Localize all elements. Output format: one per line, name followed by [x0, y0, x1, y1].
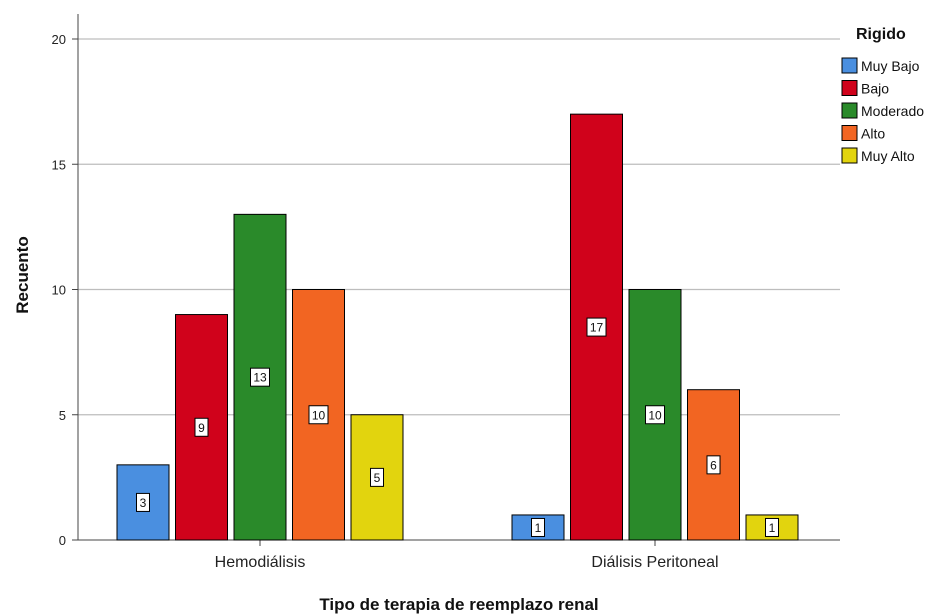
- data-label: 1: [769, 521, 776, 535]
- data-label-box: [370, 467, 384, 487]
- data-label-box: [765, 517, 779, 537]
- x-axis-title: Tipo de terapia de reemplazo renal: [319, 595, 598, 614]
- data-label-box: [308, 405, 329, 425]
- legend: Rigido Muy Bajo Bajo Moderado Alto Muy Alto: [841, 26, 924, 164]
- x-tick-label-dialisis-peritoneal: Diálisis Peritoneal: [591, 554, 718, 571]
- data-label-box: [645, 405, 665, 425]
- data-label-box: [586, 317, 607, 337]
- legend-swatch: [841, 80, 858, 96]
- data-label: 3: [140, 496, 147, 510]
- legend-item-label: Muy Bajo: [861, 58, 920, 74]
- data-label-box: [250, 367, 270, 387]
- x-tick-label-hemodialisis: Hemodiálisis: [215, 554, 306, 571]
- data-label: 13: [253, 371, 267, 385]
- legend-item-label: Muy Alto: [861, 148, 915, 164]
- data-label-box: [194, 417, 209, 437]
- data-label: 1: [535, 521, 542, 535]
- data-label: 10: [648, 408, 662, 422]
- legend-swatch: [841, 125, 858, 141]
- y-axis-title: Recuento: [13, 236, 32, 313]
- data-label-box: [136, 492, 150, 512]
- legend-item-label: Bajo: [861, 81, 889, 97]
- y-tick-label: 10: [52, 283, 66, 298]
- legend-swatch: [841, 147, 858, 164]
- y-tick-label: 5: [59, 408, 66, 423]
- legend-swatch: [841, 102, 858, 119]
- data-label-box: [706, 455, 721, 475]
- data-label: 5: [374, 471, 381, 485]
- data-label-box: [531, 517, 545, 537]
- y-tick-label: 15: [52, 157, 66, 172]
- y-tick-label: 0: [59, 533, 66, 548]
- data-label: 17: [590, 321, 604, 335]
- bars: [116, 113, 799, 541]
- data-label: 9: [198, 421, 205, 435]
- data-label: 6: [710, 458, 717, 472]
- legend-item-label: Moderado: [861, 103, 924, 119]
- data-label: 10: [312, 408, 326, 422]
- legend-item-label: Alto: [861, 126, 885, 142]
- y-tick-label: 20: [52, 32, 66, 47]
- legend-swatch: [841, 57, 858, 74]
- legend-title: Rigido: [856, 26, 906, 43]
- data-labels: 3 9 13 10 5 1 17 10 6 1: [136, 317, 779, 537]
